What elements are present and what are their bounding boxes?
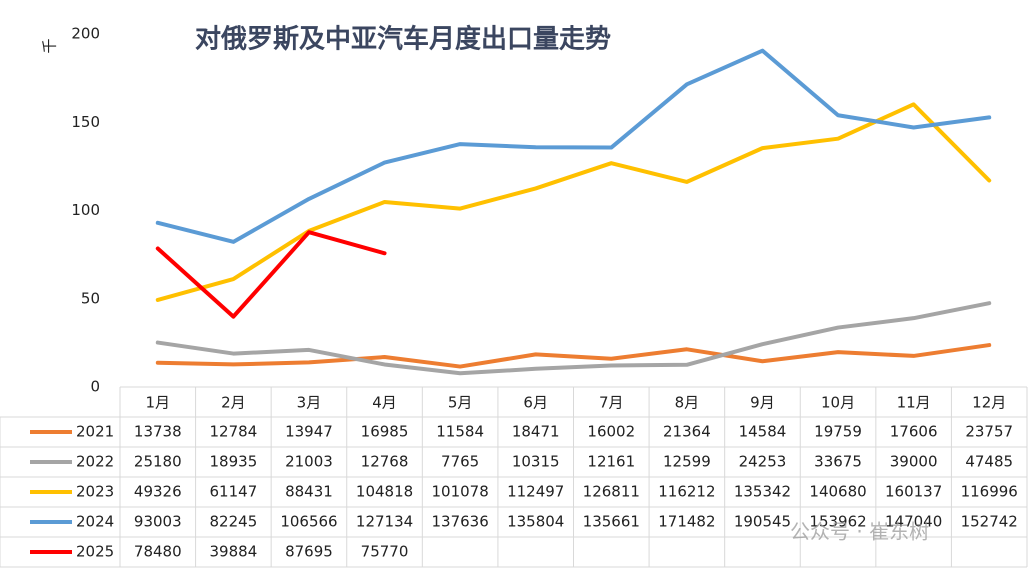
y-tick-label: 100 <box>71 201 100 219</box>
table-cell: 16002 <box>587 423 635 441</box>
table-cell: 106566 <box>280 513 337 531</box>
table-cell: 137636 <box>431 513 488 531</box>
legend-label: 2025 <box>76 543 114 561</box>
table-cell: 140680 <box>809 483 866 501</box>
table-cell: 87695 <box>285 543 333 561</box>
table-cell: 116212 <box>658 483 715 501</box>
table-cell: 93003 <box>134 513 182 531</box>
table-cell: 18471 <box>512 423 560 441</box>
x-tick-label: 1月 <box>146 394 171 412</box>
x-tick-label: 6月 <box>523 394 548 412</box>
line-series <box>155 343 992 369</box>
table-cell: 78480 <box>134 543 182 561</box>
x-tick-label: 11月 <box>897 394 931 412</box>
table-cell: 16985 <box>361 423 409 441</box>
y-tick-label: 150 <box>71 113 100 131</box>
table-cell: 21003 <box>285 453 333 471</box>
table-cell: 39884 <box>210 543 258 561</box>
x-tick-label: 8月 <box>675 394 700 412</box>
table-cell: 17606 <box>890 423 938 441</box>
x-tick-label: 2月 <box>221 394 246 412</box>
table-cell: 23757 <box>965 423 1013 441</box>
line-series <box>155 301 992 376</box>
x-tick-label: 7月 <box>599 394 624 412</box>
table-cell: 101078 <box>431 483 488 501</box>
table-cell: 116996 <box>961 483 1018 501</box>
table-cell: 10315 <box>512 453 560 471</box>
line-series <box>155 102 992 302</box>
table-cell: 127134 <box>356 513 413 531</box>
table-cell: 13947 <box>285 423 333 441</box>
table-cell: 12784 <box>210 423 258 441</box>
y-tick-label: 200 <box>71 25 100 43</box>
x-tick-label: 10月 <box>821 394 855 412</box>
table-cell: 112497 <box>507 483 564 501</box>
x-tick-label: 4月 <box>372 394 397 412</box>
table-cell: 18935 <box>210 453 258 471</box>
table-cell: 61147 <box>210 483 258 501</box>
table-cell: 33675 <box>814 453 862 471</box>
table-cell: 7765 <box>441 453 479 471</box>
x-tick-label: 5月 <box>448 394 473 412</box>
table-cell: 19759 <box>814 423 862 441</box>
table-cell: 12768 <box>361 453 409 471</box>
x-tick-label: 9月 <box>750 394 775 412</box>
legend-label: 2022 <box>76 453 114 471</box>
line-series <box>155 230 387 319</box>
table-cell: 135342 <box>734 483 791 501</box>
legend-label: 2024 <box>76 513 114 531</box>
table-cell: 126811 <box>583 483 640 501</box>
legend-label: 2021 <box>76 423 114 441</box>
table-cell: 21364 <box>663 423 711 441</box>
y-axis-label: 千 <box>41 38 59 53</box>
chart-title: 对俄罗斯及中亚汽车月度出口量走势 <box>195 24 611 55</box>
line-series <box>155 48 992 244</box>
table-cell: 12599 <box>663 453 711 471</box>
table-cell: 75770 <box>361 543 409 561</box>
table-cell: 135661 <box>583 513 640 531</box>
table-cell: 39000 <box>890 453 938 471</box>
legend-label: 2023 <box>76 483 114 501</box>
table-cell: 152742 <box>961 513 1018 531</box>
table-cell: 11584 <box>436 423 484 441</box>
table-cell: 12161 <box>587 453 635 471</box>
table-cell: 190545 <box>734 513 791 531</box>
watermark: 公众号 · 崔东树 <box>790 520 929 544</box>
table-cell: 14584 <box>739 423 787 441</box>
table-cell: 47485 <box>965 453 1013 471</box>
table-cell: 171482 <box>658 513 715 531</box>
table-cell: 135804 <box>507 513 564 531</box>
table-cell: 82245 <box>210 513 258 531</box>
table-cell: 49326 <box>134 483 182 501</box>
table-cell: 88431 <box>285 483 333 501</box>
table-cell: 104818 <box>356 483 413 501</box>
x-tick-label: 12月 <box>972 394 1006 412</box>
table-cell: 147040 <box>885 513 942 531</box>
y-tick-label: 0 <box>90 378 100 396</box>
y-tick-label: 50 <box>81 289 100 307</box>
table-cell: 25180 <box>134 453 182 471</box>
table-cell: 153962 <box>809 513 866 531</box>
table-cell: 13738 <box>134 423 182 441</box>
x-tick-label: 3月 <box>297 394 322 412</box>
table-cell: 24253 <box>739 453 787 471</box>
table-cell: 160137 <box>885 483 942 501</box>
